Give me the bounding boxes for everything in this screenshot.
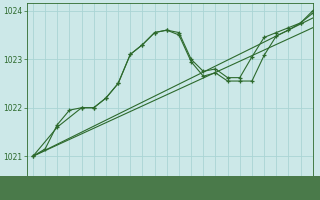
X-axis label: Graphe pression niveau de la mer (hPa): Graphe pression niveau de la mer (hPa) xyxy=(80,188,260,197)
